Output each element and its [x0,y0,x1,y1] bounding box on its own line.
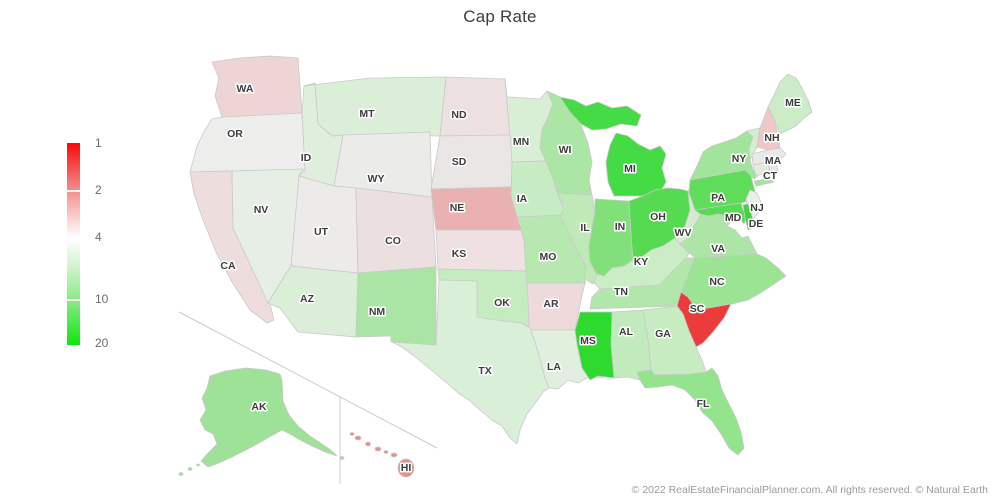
state-label-me: ME [785,97,801,109]
state-label-mo: MO [540,251,557,263]
state-label-in: IN [615,221,626,233]
colorbar-tick-label-4: 4 [95,230,102,244]
colorbar-gradient [67,143,80,345]
state-label-nv: NV [254,204,269,216]
state-labels-layer: WA OR CA NV ID MT WY UT CO AZ NM ND SD NE KS OK TX MN IA MO… [219,82,802,476]
state-label-sd: SD [452,156,467,168]
state-label-tx: TX [478,365,491,377]
state-label-ut: UT [314,226,329,238]
colorbar-tick-line [67,237,80,239]
state-ak-island[interactable] [178,472,184,476]
state-label-sc: SC [690,303,705,315]
state-hi-island[interactable] [383,450,389,454]
page-title: Cap Rate [463,7,537,26]
state-label-hi: HI [401,462,412,474]
state-hi-island[interactable] [349,432,355,436]
state-label-co: CO [385,235,401,247]
state-tx[interactable] [391,279,550,445]
state-label-nh: NH [764,132,779,144]
state-me[interactable] [767,73,813,135]
state-label-va: VA [711,243,725,255]
state-nh[interactable] [756,106,781,151]
state-label-mt: MT [359,108,375,120]
state-label-pa: PA [711,192,725,204]
state-label-wi: WI [559,144,572,156]
alaska-hawaii-inset-divider [178,311,438,449]
state-label-la: LA [547,361,561,373]
state-mt[interactable] [303,76,447,137]
state-de[interactable] [742,203,756,231]
state-or[interactable] [189,112,306,173]
state-nd[interactable] [439,76,511,137]
colorbar-tick-line [67,299,80,301]
state-sd[interactable] [430,134,514,190]
state-label-ks: KS [452,248,467,260]
state-label-id: ID [301,152,312,164]
colorbar-tick-label-2: 2 [95,183,102,197]
state-co[interactable] [355,187,437,274]
state-ut[interactable] [290,175,359,274]
state-label-ms: MS [580,335,596,347]
state-label-ne: NE [450,202,465,214]
state-ak-island[interactable] [187,467,193,471]
state-label-mn: MN [513,136,529,148]
state-label-or: OR [227,128,243,140]
colorbar-legend: 1 2 4 10 20 [67,136,127,353]
state-label-ga: GA [655,328,671,340]
state-label-ia: IA [517,193,528,205]
colorbar-tick-label-10: 10 [95,292,109,306]
states-layer [178,55,813,478]
state-label-wa: WA [237,83,254,95]
state-nm[interactable] [355,266,437,346]
state-label-nc: NC [709,276,725,288]
state-hi-island[interactable] [397,458,415,478]
state-label-ar: AR [543,298,559,310]
state-ak-island[interactable] [196,463,200,467]
state-label-nd: ND [451,109,467,121]
state-ak-island[interactable] [339,456,345,460]
state-ak[interactable] [199,367,338,468]
state-label-wy: WY [368,173,385,185]
state-label-ok: OK [494,297,510,309]
state-label-ny: NY [732,153,747,165]
state-label-de: DE [749,218,764,230]
state-label-tn: TN [614,286,628,298]
state-ks[interactable] [435,229,527,272]
state-label-ma: MA [765,155,782,167]
state-hi-island[interactable] [374,446,382,452]
state-label-md: MD [725,212,742,224]
colorbar-tick-line [67,190,80,192]
colorbar-tick-label-20: 20 [95,336,109,350]
state-fl[interactable] [636,367,745,456]
state-hi-island[interactable] [390,452,398,458]
state-ms[interactable] [574,311,615,381]
state-al[interactable] [610,309,652,381]
state-wa[interactable] [211,55,303,118]
state-label-nm: NM [369,306,386,318]
state-label-ct: CT [763,170,778,182]
state-label-ca: CA [220,260,236,272]
state-md[interactable] [694,202,748,225]
state-label-il: IL [580,222,590,234]
state-label-fl: FL [697,398,710,410]
state-label-mi: MI [624,163,636,175]
colorbar-tick-label-1: 1 [95,136,102,150]
state-label-al: AL [619,326,634,338]
map-attribution: © 2022 RealEstateFinancialPlanner.com. A… [631,484,988,496]
state-label-ak: AK [251,401,267,413]
state-label-az: AZ [300,293,315,305]
state-ri[interactable] [767,160,779,173]
state-mi[interactable] [559,96,667,197]
state-label-oh: OH [650,211,666,223]
state-nc[interactable] [680,253,787,311]
state-label-wv: WV [675,227,692,239]
state-ne[interactable] [430,186,522,231]
state-label-nj: NJ [750,202,764,214]
state-hi-island[interactable] [365,441,371,447]
state-label-ky: KY [634,256,649,268]
state-hi-island[interactable] [354,435,362,441]
